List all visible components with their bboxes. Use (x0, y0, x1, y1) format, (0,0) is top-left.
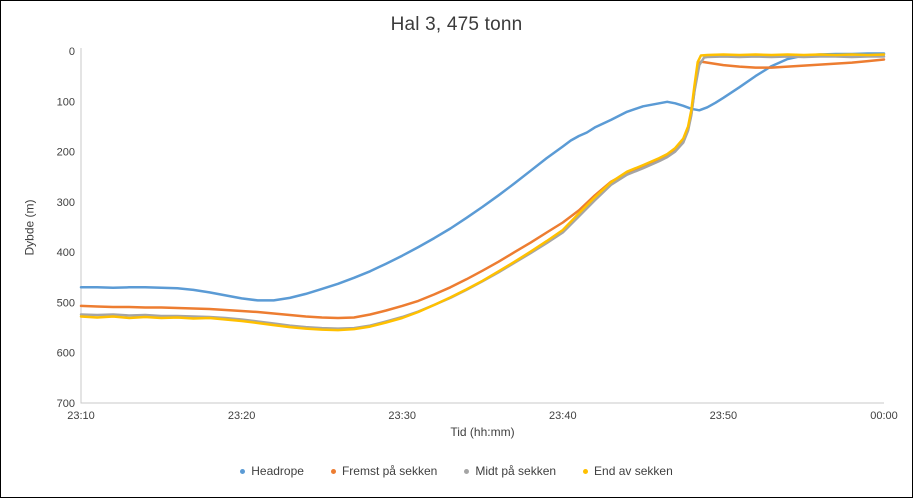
legend-marker-icon (330, 468, 336, 474)
y-tick-label: 300 (57, 197, 75, 209)
legend: Headrope Fremst på sekken Midt på sekken En… (1, 464, 912, 478)
legend-marker-icon (464, 468, 470, 474)
legend-item-midt-p-sekken: Midt på sekken (464, 464, 556, 478)
y-tick-label: 0 (69, 46, 75, 58)
series-line-fremst-p-sekken (79, 58, 886, 320)
y-tick-label: 100 (57, 96, 75, 108)
series-line-midt-p-sekken (79, 55, 886, 330)
y-tick-label: 200 (57, 147, 75, 159)
chart-title: Hal 3, 475 tonn (390, 14, 523, 35)
x-tick-label: 00:00 (870, 410, 898, 422)
y-tick-label: 700 (57, 398, 75, 410)
x-tick-label: 23:10 (67, 410, 95, 422)
legend-item-fremst-p-sekken: Fremst på sekken (330, 464, 438, 478)
legend-label: Headrope (251, 464, 304, 478)
x-tick-label: 23:50 (710, 410, 738, 422)
legend-label: Fremst på sekken (341, 464, 438, 478)
series-line-end-av-sekken (79, 53, 886, 332)
legend-label: End av sekken (594, 464, 673, 478)
series-line-headrope (79, 52, 886, 302)
legend-item-end-av-sekken: End av sekken (583, 464, 673, 478)
legend-marker-icon (240, 468, 246, 474)
y-tick-label: 400 (57, 247, 75, 259)
x-axis-title: Tid (hh:mm) (450, 425, 515, 439)
y-tick-label: 500 (57, 297, 75, 309)
x-tick-label: 23:20 (228, 410, 256, 422)
legend-marker-icon (583, 468, 589, 474)
legend-item-headrope: Headrope (240, 464, 304, 478)
legend-label: Midt på sekken (475, 464, 557, 478)
x-tick-label: 23:40 (549, 410, 577, 422)
y-axis-title: Dybde (m) (22, 199, 37, 256)
y-tick-label: 600 (57, 348, 75, 360)
x-tick-label: 23:30 (388, 410, 416, 422)
axis-lines (80, 48, 884, 404)
